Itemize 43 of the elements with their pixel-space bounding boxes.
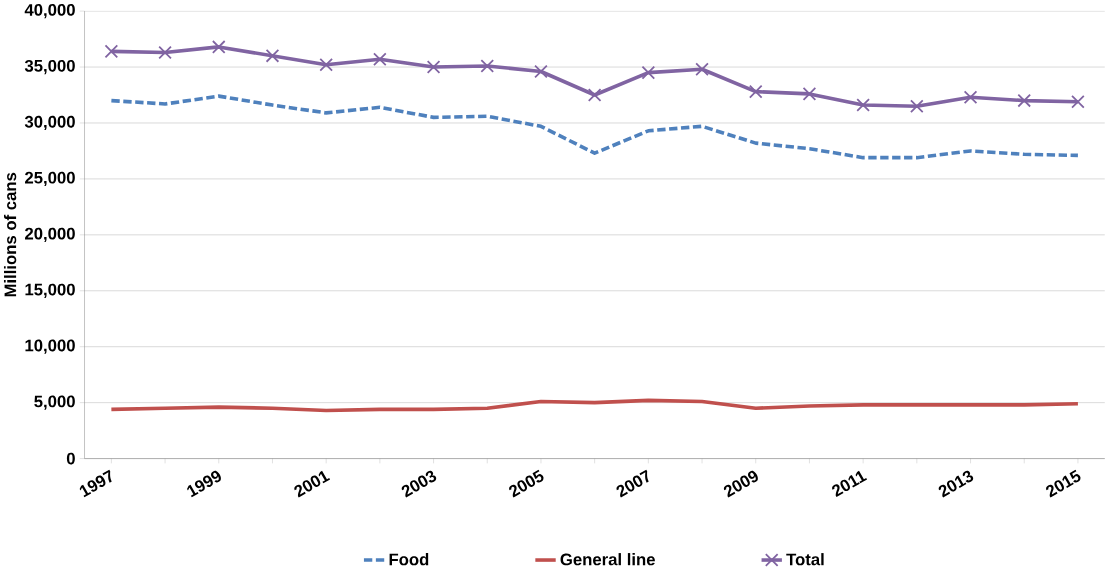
point xyxy=(265,49,280,63)
x-tick-label: 2015 xyxy=(1046,469,1081,498)
point xyxy=(373,52,387,67)
legend-label: General line xyxy=(560,553,655,566)
y-tick-label: 25,000 xyxy=(25,171,75,187)
y-tick-label: 5,000 xyxy=(34,395,75,410)
point xyxy=(426,60,441,74)
x-tick-label: 2009 xyxy=(723,470,758,498)
point xyxy=(587,88,602,102)
point xyxy=(1017,93,1032,108)
y-tick-label: 30,000 xyxy=(24,115,75,131)
x-tick-label: 2011 xyxy=(832,470,868,498)
point xyxy=(480,59,495,73)
point xyxy=(856,98,870,112)
point xyxy=(158,45,172,60)
point xyxy=(534,64,548,79)
point xyxy=(748,84,763,99)
x-tick-label: 1999 xyxy=(187,470,221,498)
x-tick-label: 2001 xyxy=(294,470,331,498)
point xyxy=(695,62,709,77)
x-tick-label: 2007 xyxy=(616,469,649,498)
point xyxy=(211,40,226,54)
x-tick-label: 2003 xyxy=(401,470,437,498)
x-tick-label: 2013 xyxy=(938,470,974,498)
y-tick-label: 10,000 xyxy=(25,339,75,354)
point xyxy=(963,90,978,105)
y-tick-label: 35,000 xyxy=(24,60,75,75)
point xyxy=(104,44,119,59)
x-tick-label: 2005 xyxy=(509,469,544,498)
point xyxy=(319,58,333,72)
legend-label: Total xyxy=(786,553,824,566)
point xyxy=(1071,95,1085,109)
point xyxy=(910,99,924,114)
y-tick-label: 40,000 xyxy=(24,4,75,19)
line-series xyxy=(109,94,1080,160)
y-tick-label: 15,000 xyxy=(25,283,75,299)
y-tick-label: 0 xyxy=(66,452,75,465)
x-tick-label: 1997 xyxy=(79,469,112,498)
point xyxy=(641,65,656,80)
y-axis-title: Millions of cans xyxy=(3,172,17,297)
point xyxy=(802,87,817,101)
y-tick-label: 20,000 xyxy=(25,227,75,243)
legend-label: Food xyxy=(389,553,429,566)
